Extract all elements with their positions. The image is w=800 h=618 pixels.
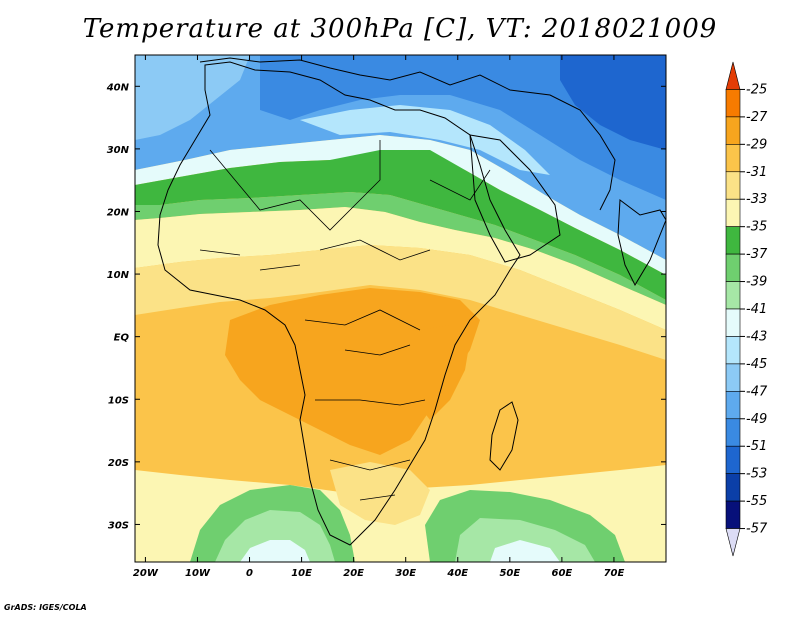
lon-tick-label: 10E: [291, 568, 312, 579]
temperature-field: [135, 55, 666, 562]
africa-coastline: [157, 61, 521, 546]
lon-tick-label: 20W: [133, 568, 159, 579]
lon-tick-label: 50E: [499, 568, 520, 579]
colorbar-label: -47: [746, 384, 768, 399]
coastlines: [157, 57, 666, 546]
colorbar-segment: [725, 253, 741, 282]
colorbar-segment: [725, 418, 741, 447]
axis-ticks: 20W 10W 0 10E 20E 30E 40E 50E 60E 70E 40N 30N 20N 10N…: [106, 55, 666, 579]
colorbar-segment: [725, 308, 741, 337]
colorbar-label: -37: [746, 247, 768, 262]
lat-tick-label: 10S: [108, 395, 129, 406]
lon-tick-label: 60E: [552, 568, 573, 579]
lon-tick-label: 10W: [185, 568, 211, 579]
lon-tick-label: 30E: [395, 568, 416, 579]
colorbar-segment: [725, 391, 741, 420]
colorbar-label: -39: [746, 275, 767, 290]
colorbar-label: -53: [746, 467, 767, 482]
lat-tick-label: 30S: [108, 520, 129, 531]
border-lines: [199, 140, 491, 501]
lat-tick-label: 20N: [107, 207, 130, 218]
india-coastline: [617, 199, 666, 287]
field-north-darkest-blue: [560, 55, 666, 150]
lat-tick-label: 20S: [108, 458, 129, 469]
colorbar: -25 -27 -29 -31 -33 -35 -37 -39 -41 -43 -45 -47 -49 -…: [725, 61, 768, 557]
field-se-cyan: [490, 540, 560, 562]
colorbar-label: -33: [746, 192, 767, 207]
colorbar-segment: [725, 89, 741, 118]
colorbar-segment: [725, 336, 741, 365]
lat-tick-label: EQ: [114, 333, 130, 344]
colorbar-label: -29: [746, 137, 767, 152]
field-south-light-yellow: [330, 462, 430, 525]
europe-coastline: [199, 57, 616, 211]
colorbar-label: -35: [746, 220, 767, 235]
colorbar-segment: [725, 171, 741, 200]
colorbar-label: -25: [746, 82, 767, 97]
field-light-green-band: [135, 192, 666, 305]
colorbar-label: -49: [746, 412, 767, 427]
lon-tick-label: 0: [246, 568, 253, 579]
colorbar-label: -51: [746, 439, 767, 454]
lat-tick-label: 30N: [107, 145, 130, 156]
colorbar-label: -43: [746, 329, 767, 344]
lon-tick-label: 20E: [343, 568, 364, 579]
colorbar-segment: [725, 198, 741, 227]
lon-tick-label: 40E: [446, 568, 468, 579]
field-sw-light-green: [215, 510, 335, 562]
colorbar-segment: [725, 144, 741, 173]
colorbar-segment: [725, 528, 741, 557]
field-north-deep-blue: [260, 55, 666, 200]
field-cream-band: [135, 207, 666, 330]
lon-tick-label: 70E: [604, 568, 625, 579]
field-orange-core: [225, 288, 480, 455]
colorbar-label: -41: [746, 302, 767, 317]
field-light-yellow-band: [135, 245, 666, 360]
lat-tick-label: 40N: [106, 82, 130, 93]
field-green-band: [135, 150, 666, 300]
colorbar-segment: [725, 116, 741, 145]
colorbar-segment: [725, 473, 741, 502]
colorbar-label: -57: [746, 522, 768, 537]
colorbar-segment: [725, 500, 741, 529]
field-nw-light-blue: [135, 55, 250, 140]
field-med-pale-blue: [300, 105, 550, 175]
field-sw-cyan: [240, 540, 310, 562]
colorbar-label: -27: [746, 110, 768, 125]
colorbar-label: -55: [746, 494, 767, 509]
colorbar-segment: [725, 445, 741, 474]
colorbar-segment: [725, 363, 741, 392]
colorbar-segment: [725, 61, 741, 90]
colorbar-segment: [725, 226, 741, 255]
credit-text: GrADS: IGES/COLA: [4, 603, 87, 612]
map-title: Temperature at 300hPa [C], VT: 201802100…: [82, 14, 718, 44]
lat-tick-label: 10N: [107, 270, 130, 281]
field-se-light-green: [455, 518, 595, 562]
plot-frame: [134, 54, 667, 563]
colorbar-label: -31: [746, 165, 767, 180]
arabia-coastline: [469, 134, 561, 263]
madagascar-coastline: [489, 401, 519, 471]
field-cyan-band: [135, 135, 666, 275]
colorbar-segment: [725, 281, 741, 310]
field-orange-east: [415, 325, 470, 420]
colorbar-label: -45: [746, 357, 767, 372]
